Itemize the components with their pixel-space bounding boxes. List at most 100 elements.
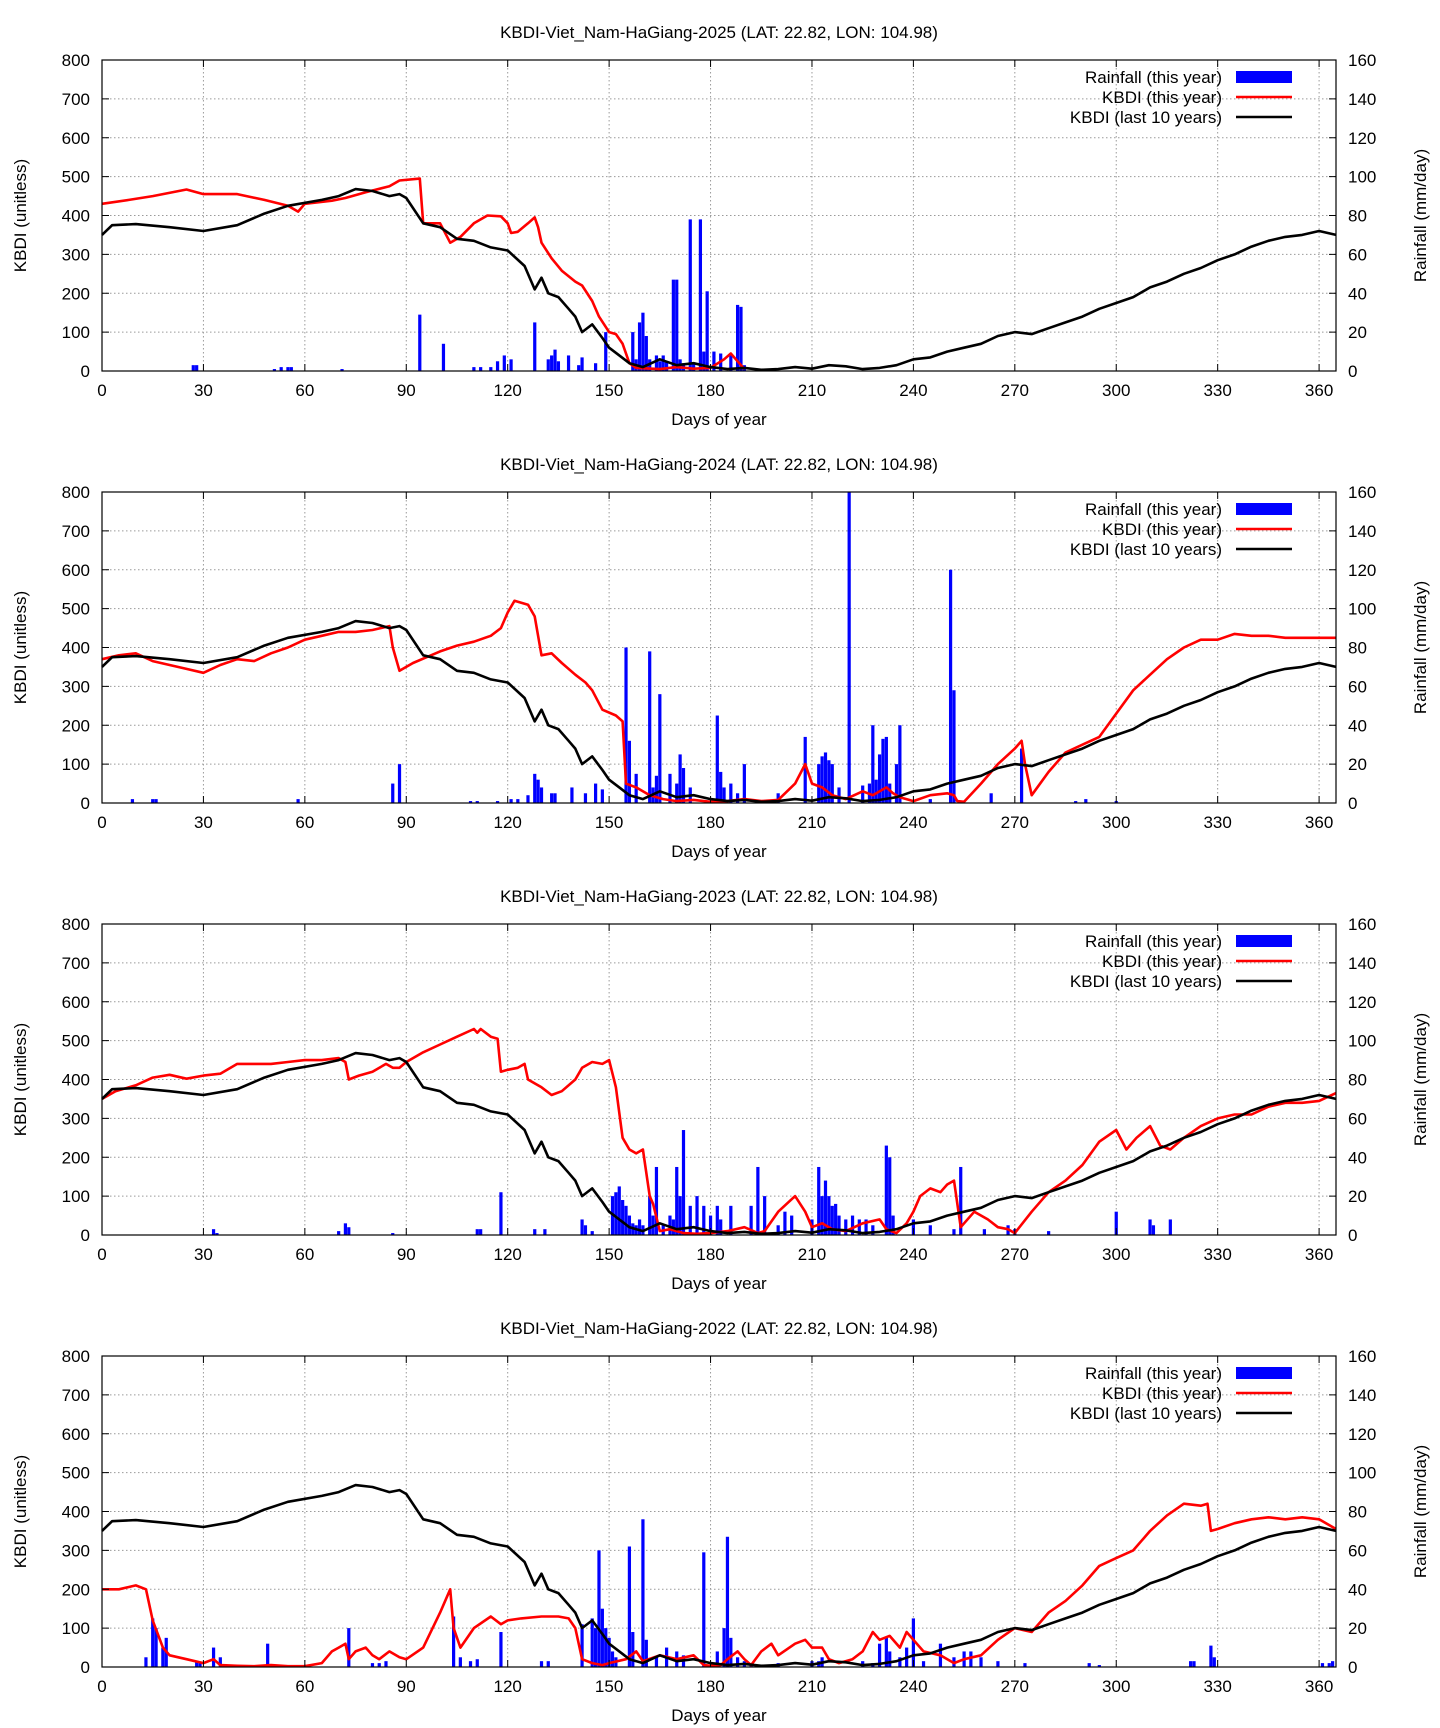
legend-swatch-rainfall [1236, 503, 1292, 515]
x-tick-label: 330 [1203, 1245, 1231, 1264]
rainfall-bar [539, 787, 544, 803]
x-tick-label: 150 [595, 1677, 623, 1696]
rainfall-bar [1019, 748, 1024, 803]
grid [102, 60, 1336, 371]
rainfall-bar [472, 367, 476, 371]
rainfall-bar [195, 365, 199, 371]
legend-label: Rainfall (this year) [1085, 500, 1222, 519]
rainfall-bar [604, 1628, 608, 1667]
rainfall-bar [928, 799, 932, 803]
rainfall-bar [783, 1211, 787, 1235]
rainfall-bar [675, 783, 679, 803]
rainfall-bar [347, 1227, 351, 1235]
legend-label: KBDI (this year) [1102, 952, 1222, 971]
rainfall-bar [844, 1219, 848, 1235]
x-tick-label: 330 [1203, 813, 1231, 832]
y2-tick-label: 120 [1348, 129, 1376, 148]
rainfall-bar [675, 1166, 679, 1235]
rainfall-bar [735, 1657, 740, 1667]
y2-tick-label: 60 [1348, 1541, 1367, 1560]
x-tick-label: 60 [295, 1245, 314, 1264]
rainfall-bar [884, 1637, 888, 1667]
rainfall-bar [151, 799, 155, 803]
rainfall-bar [702, 1205, 706, 1235]
rainfall-bar [550, 355, 554, 371]
rainfall-bar [637, 1219, 642, 1235]
rainfall-bar [347, 1628, 351, 1667]
y-axis-label: KBDI (unitless) [11, 1023, 30, 1136]
rainfall-bar [817, 1166, 821, 1235]
rainfall-bar [688, 1205, 692, 1235]
rainfall-bar [705, 291, 709, 371]
rainfall-bar [668, 773, 672, 803]
rainfall-bar [823, 752, 828, 803]
x-tick-label: 270 [1001, 1677, 1029, 1696]
y-tick-label: 200 [62, 284, 90, 303]
rainfall-bar [648, 1196, 652, 1235]
y-tick-label: 800 [62, 51, 90, 70]
axes: 0 30 60 90 120 150 180 210 240 270 300 330 360 0 100 20… [62, 915, 1377, 1264]
rainfall-bar [593, 1628, 598, 1667]
rainfall-bar [597, 1550, 601, 1667]
rainfall-bar [928, 1225, 932, 1235]
y-axis-label: KBDI (unitless) [11, 591, 30, 704]
x-tick-label: 240 [899, 381, 927, 400]
rainfall-bar [884, 1145, 888, 1235]
rainfall-bar [827, 760, 831, 803]
rainfall-bar [600, 1608, 604, 1667]
rainfall-bar [279, 367, 283, 371]
y2-tick-label: 40 [1348, 1148, 1367, 1167]
x-tick-label: 300 [1102, 1677, 1130, 1696]
kbdi-last-10-years-line [101, 187, 1337, 372]
x-tick-label: 0 [97, 813, 106, 832]
x-tick-label: 0 [97, 1245, 106, 1264]
rainfall-bar [911, 1219, 916, 1235]
rainfall-bar [627, 1215, 632, 1235]
rainfall-bar [871, 1225, 875, 1235]
rainfall-bar [654, 1166, 659, 1235]
y-tick-label: 400 [62, 207, 90, 226]
rainfall-bars [144, 1519, 1335, 1667]
rainfall-bar [681, 1130, 686, 1235]
rainfall-bar [593, 783, 598, 803]
y-tick-label: 400 [62, 1071, 90, 1090]
x-tick-label: 210 [798, 1245, 826, 1264]
y2-tick-label: 100 [1348, 1464, 1376, 1483]
rainfall-bar [397, 764, 402, 803]
rainfall-bar [658, 694, 662, 803]
y2-tick-label: 0 [1348, 1658, 1357, 1677]
rainfall-bar [1327, 1663, 1331, 1667]
x-tick-label: 300 [1102, 381, 1130, 400]
rainfall-bar [546, 359, 550, 371]
y-axis-label: KBDI (unitless) [11, 1455, 30, 1568]
rainfall-bar [191, 365, 195, 371]
rainfall-bar [475, 1659, 479, 1667]
x-tick-label: 270 [1001, 1245, 1029, 1264]
y2-tick-label: 160 [1348, 483, 1376, 502]
rainfall-bar [451, 1616, 456, 1667]
x-tick-label: 150 [595, 1245, 623, 1264]
rainfall-bar [664, 361, 669, 371]
x-tick-label: 30 [194, 813, 213, 832]
y2-tick-label: 0 [1348, 794, 1357, 813]
rainfall-bar [617, 1186, 621, 1235]
rainfall-bar [570, 787, 574, 803]
rainfall-bar [827, 1196, 831, 1235]
rainfall-bar [698, 219, 703, 371]
rainfall-bar [654, 355, 659, 371]
y-tick-label: 300 [62, 677, 90, 696]
x-axis-label: Days of year [671, 410, 767, 429]
x-tick-label: 360 [1305, 1245, 1333, 1264]
y2-tick-label: 140 [1348, 954, 1376, 973]
y-tick-label: 200 [62, 1148, 90, 1167]
rainfall-bar [739, 306, 743, 371]
rainfall-bar [661, 355, 665, 371]
rainfall-bar [1114, 1211, 1118, 1235]
rainfall-bar [989, 793, 993, 803]
y-tick-label: 800 [62, 915, 90, 934]
y-tick-label: 200 [62, 716, 90, 735]
rainfall-bar [218, 1657, 222, 1667]
x-tick-label: 270 [1001, 381, 1029, 400]
x-tick-label: 60 [295, 813, 314, 832]
rainfall-bar [969, 1651, 973, 1667]
